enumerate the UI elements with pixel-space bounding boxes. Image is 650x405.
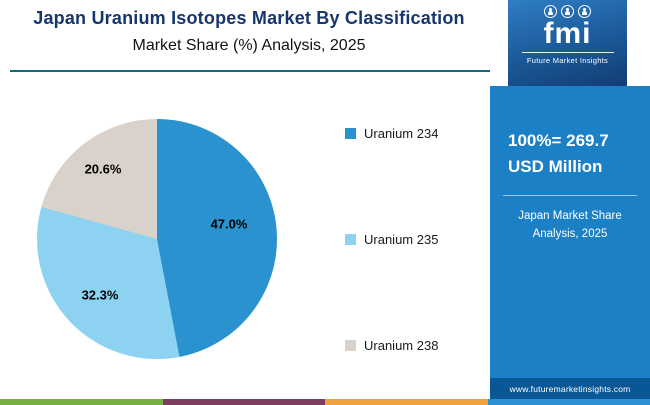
chart-area: 47.0% 32.3% 20.6% Uranium 234 Uranium 23… (0, 86, 490, 399)
legend-item-uranium-235: Uranium 235 (345, 232, 438, 247)
people-icon (544, 5, 557, 18)
legend-swatch (345, 340, 356, 351)
caption-line-1: Japan Market Share (518, 209, 622, 222)
footer-stripe (162, 399, 325, 405)
footer-stripe (325, 399, 488, 405)
caption-line-2: Analysis, 2025 (532, 227, 608, 240)
footer-stripe (487, 399, 650, 405)
footer-stripes (0, 399, 650, 405)
sidebar-caption: Japan Market Share Analysis, 2025 (490, 208, 650, 244)
pie-label-uranium-238: 20.6% (84, 161, 122, 177)
sidebar-divider (503, 194, 637, 196)
legend-item-uranium-238: Uranium 238 (345, 338, 438, 353)
sidebar-panel: 100%= 269.7 USD Million Japan Market Sha… (490, 86, 650, 378)
page-subtitle: Market Share (%) Analysis, 2025 (132, 37, 366, 54)
legend-label: Uranium 235 (364, 232, 439, 247)
stat-line-1: 100%= 269.7 (508, 131, 609, 150)
legend-label: Uranium 238 (364, 338, 439, 353)
website-link[interactable]: www.futuremarketinsights.com (490, 378, 650, 399)
fmi-logo: fmi Future Market Insights (508, 0, 627, 86)
logo-icons (544, 5, 591, 18)
logo-divider (521, 52, 614, 53)
logo-brand-text: fmi (543, 17, 592, 50)
legend-label: Uranium 234 (364, 126, 439, 141)
pie-label-uranium-235: 32.3% (81, 287, 119, 303)
market-total-stat: 100%= 269.7 USD Million (490, 86, 650, 181)
stat-line-2: USD Million (508, 157, 603, 177)
person-icon (578, 5, 591, 18)
pie-chart: 47.0% 32.3% 20.6% (37, 119, 277, 359)
footer-stripe (0, 399, 163, 405)
page-title: Japan Uranium Isotopes Market By Classif… (33, 8, 465, 28)
legend-item-uranium-234: Uranium 234 (345, 126, 438, 141)
logo-subtitle: Future Market Insights (526, 56, 609, 65)
header-divider (10, 70, 490, 72)
header: Japan Uranium Isotopes Market By Classif… (0, 8, 498, 55)
pie-label-uranium-234: 47.0% (210, 216, 248, 232)
legend-swatch (345, 234, 356, 245)
legend-swatch (345, 128, 356, 139)
person-chart-icon (561, 5, 574, 18)
